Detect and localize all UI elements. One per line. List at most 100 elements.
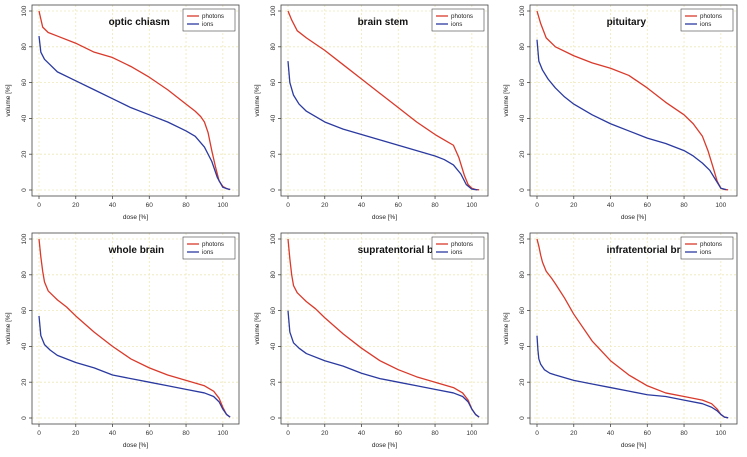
y-tick-label: 80	[519, 43, 526, 51]
x-axis-label: dose [%]	[621, 214, 646, 221]
x-tick-label: 60	[644, 430, 652, 437]
legend-label-photons: photons	[451, 241, 473, 248]
x-tick-label: 20	[321, 202, 329, 209]
legend-box	[431, 8, 485, 32]
y-tick-label: 80	[21, 271, 28, 279]
y-tick-label: 40	[21, 342, 28, 350]
y-axis-label: volume [%]	[5, 312, 12, 344]
x-tick-label: 0	[286, 430, 290, 437]
legend-box	[431, 236, 485, 260]
x-tick-label: 40	[607, 430, 615, 437]
y-tick-label: 20	[21, 150, 28, 158]
y-tick-label: 60	[270, 307, 277, 315]
series-line-photons	[536, 238, 729, 419]
y-tick-label: 60	[519, 307, 526, 315]
x-tick-label: 40	[109, 430, 117, 437]
x-tick-label: 100	[217, 202, 228, 209]
series-line-ions	[536, 39, 727, 191]
chart-title: whole brain	[108, 245, 165, 256]
y-axis-label: volume [%]	[503, 84, 510, 116]
x-tick-label: 0	[37, 430, 41, 437]
y-tick-label: 80	[270, 43, 277, 51]
x-tick-label: 60	[395, 430, 403, 437]
x-tick-label: 0	[535, 202, 539, 209]
x-axis-label: dose [%]	[123, 214, 148, 221]
y-tick-label: 20	[270, 378, 277, 386]
y-tick-label: 60	[270, 79, 277, 87]
chart-panel: 0 20 40 60 80 100 0 20 40 60 80 100 dose [%] volume […	[503, 232, 738, 449]
y-tick-label: 0	[270, 416, 277, 420]
series-line-ions	[38, 315, 231, 418]
x-axis-label: dose [%]	[372, 214, 397, 221]
x-tick-label: 80	[680, 202, 688, 209]
y-tick-label: 60	[21, 79, 28, 87]
x-tick-label: 80	[431, 430, 439, 437]
chart-panel: 0 20 40 60 80 100 0 20 40 60 80 100 dose [%] volume […	[5, 232, 240, 449]
x-tick-label: 100	[715, 430, 726, 437]
chart-panel: 0 20 40 60 80 100 0 20 40 60 80 100 dose [%] volume […	[503, 4, 738, 221]
chart-panel: 0 20 40 60 80 100 0 20 40 60 80 100 dose [%] volume […	[254, 4, 489, 221]
x-tick-label: 100	[217, 430, 228, 437]
x-tick-label: 100	[466, 202, 477, 209]
series-line-ions	[536, 335, 729, 419]
chart-panel: 0 20 40 60 80 100 0 20 40 60 80 100 dose [%] volume […	[5, 4, 240, 221]
series-line-photons	[287, 10, 480, 191]
x-tick-label: 60	[146, 202, 154, 209]
x-tick-label: 20	[570, 430, 578, 437]
series-line-ions	[38, 35, 231, 191]
legend-label-ions: ions	[700, 249, 711, 256]
x-axis-label: dose [%]	[123, 442, 148, 449]
x-tick-label: 0	[286, 202, 290, 209]
x-tick-label: 0	[37, 202, 41, 209]
chart-title: infratentorial brain	[607, 245, 695, 256]
y-tick-label: 80	[21, 43, 28, 51]
legend-label-ions: ions	[700, 21, 711, 28]
x-tick-label: 0	[535, 430, 539, 437]
plot-frame	[280, 232, 489, 425]
x-tick-label: 60	[146, 430, 154, 437]
x-tick-label: 20	[72, 202, 80, 209]
legend-label-photons: photons	[202, 13, 224, 20]
legend-label-photons: photons	[202, 241, 224, 248]
legend-label-photons: photons	[700, 241, 722, 248]
x-axis-label: dose [%]	[372, 442, 397, 449]
y-tick-label: 100	[270, 5, 277, 16]
plot-frame	[31, 4, 240, 197]
chart-panel: 0 20 40 60 80 100 0 20 40 60 80 100 dose [%] volume […	[254, 232, 489, 449]
y-axis-label: volume [%]	[254, 312, 261, 344]
y-tick-label: 100	[519, 5, 526, 16]
y-tick-label: 0	[519, 188, 526, 192]
y-tick-label: 80	[270, 271, 277, 279]
y-tick-label: 40	[21, 114, 28, 122]
y-tick-label: 100	[519, 233, 526, 244]
series-line-photons	[38, 10, 231, 191]
chart-title: supratentorial brain	[358, 245, 452, 256]
x-tick-label: 80	[182, 430, 190, 437]
series-line-photons	[38, 238, 231, 418]
series-line-ions	[287, 310, 480, 418]
x-tick-label: 60	[395, 202, 403, 209]
series-line-ions	[287, 61, 478, 191]
y-axis-label: volume [%]	[254, 84, 261, 116]
legend-label-photons: photons	[451, 13, 473, 20]
chart-title: pituitary	[607, 17, 647, 28]
chart-title: optic chiasm	[109, 17, 170, 28]
chart-title: brain stem	[358, 17, 409, 28]
y-tick-label: 100	[21, 233, 28, 244]
y-tick-label: 40	[270, 342, 277, 350]
plot-frame	[280, 4, 489, 197]
x-tick-label: 100	[466, 430, 477, 437]
legend-box	[182, 236, 236, 260]
y-axis-label: volume [%]	[503, 312, 510, 344]
y-tick-label: 20	[519, 150, 526, 158]
y-tick-label: 100	[21, 5, 28, 16]
x-tick-label: 40	[607, 202, 615, 209]
x-tick-label: 100	[715, 202, 726, 209]
y-tick-label: 60	[519, 79, 526, 87]
x-tick-label: 20	[570, 202, 578, 209]
x-tick-label: 40	[109, 202, 117, 209]
y-tick-label: 20	[21, 378, 28, 386]
x-tick-label: 40	[358, 202, 366, 209]
y-tick-label: 40	[519, 114, 526, 122]
x-tick-label: 40	[358, 430, 366, 437]
